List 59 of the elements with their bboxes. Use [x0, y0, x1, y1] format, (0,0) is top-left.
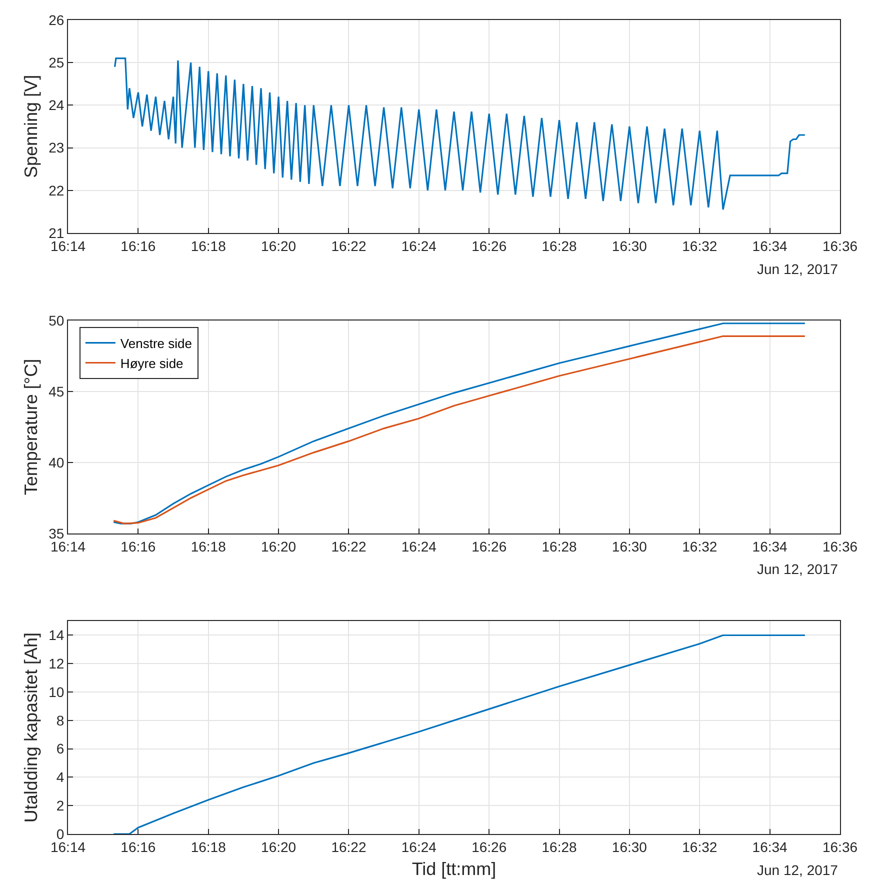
y-tick-label: 26: [48, 12, 64, 28]
x-tick-label: 16:16: [120, 538, 156, 554]
y-tick-label: 22: [48, 182, 64, 198]
x-tick-label: 16:22: [331, 838, 366, 855]
y-tick-label: 10: [48, 684, 64, 700]
x-tick-label: 16:28: [542, 838, 577, 855]
y-tick-label: 12: [48, 656, 64, 672]
x-tick-label: 16:16: [120, 238, 156, 254]
text: Jun 12, 2017: [757, 261, 838, 277]
y-tick-label: 2: [56, 798, 64, 814]
y-tick-label: 24: [48, 97, 64, 114]
x-tick-label: 16:28: [542, 238, 577, 254]
legend-label: Venstre side: [120, 336, 192, 351]
x-tick-label: 16:24: [401, 538, 437, 554]
x-tick-label: 16:20: [261, 538, 296, 554]
x-tick-label: 16:36: [822, 538, 858, 554]
x-tick-label: 16:22: [331, 538, 366, 554]
y-tick-label: 14: [48, 627, 64, 644]
line-series: [114, 58, 806, 210]
x-tick-label: 16:24: [401, 238, 437, 254]
text: Jun 12, 2017: [757, 862, 838, 878]
legend-label: Høyre side: [120, 356, 184, 371]
text: Jun 12, 2017: [757, 561, 838, 577]
x-tick-label: 16:16: [120, 838, 156, 855]
x-tick-label: 16:30: [612, 238, 648, 254]
x-tick-label: 16:24: [401, 838, 437, 855]
y-tick-label: 8: [56, 712, 64, 728]
x-tick-label: 16:18: [190, 238, 226, 254]
x-tick-label: 16:32: [682, 838, 718, 855]
x-tick-label: 16:36: [822, 838, 858, 855]
x-tick-label: 16:34: [752, 538, 788, 554]
line-series: [112, 634, 806, 834]
x-axis-title: Tid [tt:mm]: [412, 858, 496, 879]
y-axis-title: Utaldding kapasitet [Ah]: [20, 632, 41, 823]
x-tick-label: 16:30: [612, 538, 648, 554]
y-tick-label: 23: [48, 140, 64, 156]
x-tick-label: 16:22: [331, 238, 366, 254]
x-tick-label: 16:26: [472, 538, 507, 554]
x-tick-label: 16:28: [542, 538, 577, 554]
x-tick-label: 16:34: [752, 238, 788, 254]
x-tick-label: 16:34: [752, 838, 788, 855]
x-tick-label: 16:30: [612, 838, 648, 855]
y-tick-label: 25: [48, 54, 64, 70]
y-tick-label: 40: [48, 454, 64, 470]
y-tick-label: 45: [48, 383, 64, 400]
x-tick-label: 16:20: [261, 838, 296, 855]
y-tick-label: 4: [56, 769, 64, 786]
x-tick-label: 16:36: [822, 238, 858, 254]
x-tick-label: 16:20: [261, 238, 296, 254]
x-tick-label: 16:26: [472, 238, 507, 254]
y-axis-title: Spenning [V]: [20, 74, 41, 178]
y-axis-title: Temperature [°C]: [20, 358, 41, 496]
x-tick-label: 16:18: [190, 838, 226, 855]
x-tick-label: 16:18: [190, 538, 226, 554]
x-tick-label: 16:26: [472, 838, 507, 855]
y-tick-label: 50: [48, 312, 64, 328]
y-tick-label: 6: [56, 740, 64, 757]
x-tick-label: 16:32: [682, 538, 718, 554]
x-tick-label: 16:32: [682, 238, 718, 254]
